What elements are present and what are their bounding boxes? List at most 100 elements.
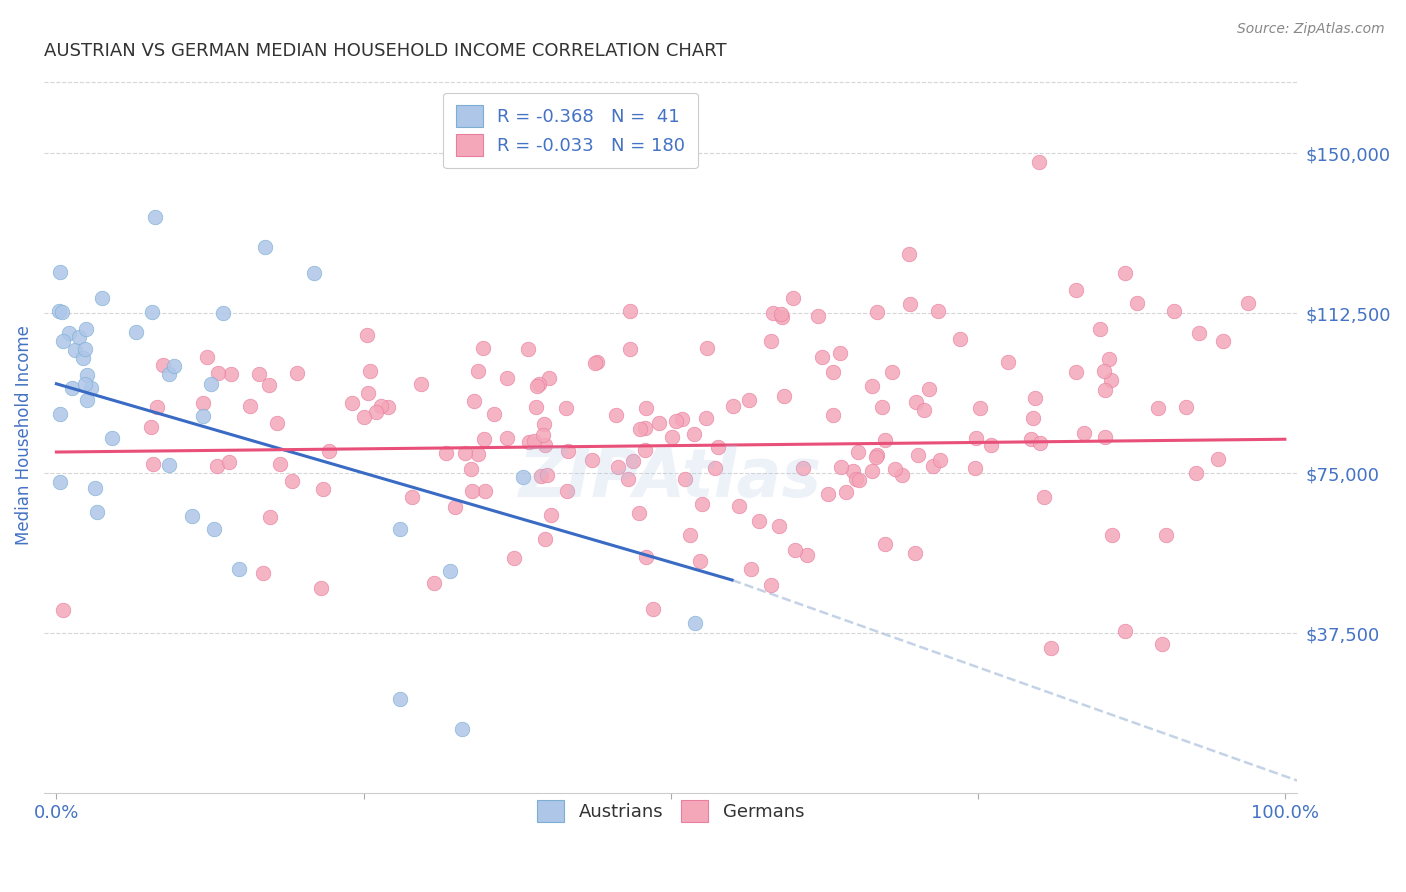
Point <box>581 453 603 467</box>
Point <box>257 378 280 392</box>
Point <box>503 550 526 565</box>
Point <box>621 454 644 468</box>
Point <box>152 359 174 373</box>
Point <box>810 350 832 364</box>
Point <box>1033 490 1056 504</box>
Point <box>830 459 852 474</box>
Point <box>740 562 762 576</box>
Point <box>146 400 169 414</box>
Point <box>768 518 790 533</box>
Point <box>526 379 548 393</box>
Point <box>1206 451 1229 466</box>
Point <box>817 486 839 500</box>
Point <box>828 346 851 360</box>
Point <box>641 602 664 616</box>
Point <box>1019 433 1042 447</box>
Point <box>202 522 225 536</box>
Point <box>634 443 657 458</box>
Point <box>898 247 921 261</box>
Point <box>212 306 235 320</box>
Point <box>157 458 180 472</box>
Point <box>49 265 72 279</box>
Text: ZIPAtlas: ZIPAtlas <box>519 445 823 511</box>
Point <box>357 385 380 400</box>
Point <box>312 483 335 497</box>
Point <box>1114 266 1136 280</box>
Point <box>772 389 794 403</box>
Point <box>218 455 240 469</box>
Point <box>370 399 392 413</box>
Point <box>671 411 693 425</box>
Point <box>423 575 446 590</box>
Point <box>634 401 657 416</box>
Y-axis label: Median Household Income: Median Household Income <box>15 325 32 545</box>
Point <box>917 382 939 396</box>
Point <box>607 460 630 475</box>
Point <box>534 532 557 546</box>
Point <box>835 485 858 500</box>
Point <box>472 341 495 355</box>
Point <box>554 401 576 415</box>
Point <box>927 304 949 318</box>
Point <box>648 416 671 430</box>
Point <box>512 470 534 484</box>
Point <box>51 305 73 319</box>
Point <box>1073 426 1095 441</box>
Point <box>891 467 914 482</box>
Point <box>586 355 609 369</box>
Point <box>949 332 972 346</box>
Point <box>965 431 987 445</box>
Point <box>1126 295 1149 310</box>
Point <box>83 481 105 495</box>
Point <box>963 460 986 475</box>
Point <box>904 546 927 560</box>
Point <box>748 514 770 528</box>
Point <box>304 266 326 280</box>
Point <box>1064 283 1087 297</box>
Point <box>1028 155 1050 169</box>
Point <box>460 461 482 475</box>
Point <box>389 522 412 536</box>
Point <box>285 366 308 380</box>
Point <box>782 292 804 306</box>
Point <box>526 400 548 414</box>
Point <box>703 461 725 475</box>
Point <box>865 450 887 465</box>
Point <box>389 692 412 706</box>
Point <box>467 447 489 461</box>
Point <box>60 381 83 395</box>
Point <box>207 366 229 380</box>
Point <box>142 458 165 472</box>
Point <box>266 416 288 430</box>
Point <box>860 464 883 478</box>
Point <box>1094 383 1116 397</box>
Point <box>309 581 332 595</box>
Point <box>49 475 72 489</box>
Point <box>73 342 96 356</box>
Point <box>770 310 793 324</box>
Point <box>619 343 641 357</box>
Text: AUSTRIAN VS GERMAN MEDIAN HOUSEHOLD INCOME CORRELATION CHART: AUSTRIAN VS GERMAN MEDIAN HOUSEHOLD INCO… <box>44 42 727 60</box>
Point <box>219 367 242 381</box>
Point <box>536 468 558 483</box>
Point <box>75 322 97 336</box>
Point <box>439 564 461 578</box>
Point <box>533 438 555 452</box>
Point <box>1237 295 1260 310</box>
Point <box>783 543 806 558</box>
Point <box>58 326 80 340</box>
Point <box>377 400 399 414</box>
Point <box>191 396 214 410</box>
Point <box>252 566 274 581</box>
Point <box>318 444 340 458</box>
Point <box>721 399 744 413</box>
Point <box>205 459 228 474</box>
Point <box>141 305 163 319</box>
Point <box>1092 364 1115 378</box>
Point <box>195 350 218 364</box>
Point <box>823 408 845 422</box>
Point <box>728 499 751 513</box>
Point <box>969 401 991 415</box>
Point <box>159 367 181 381</box>
Point <box>67 330 90 344</box>
